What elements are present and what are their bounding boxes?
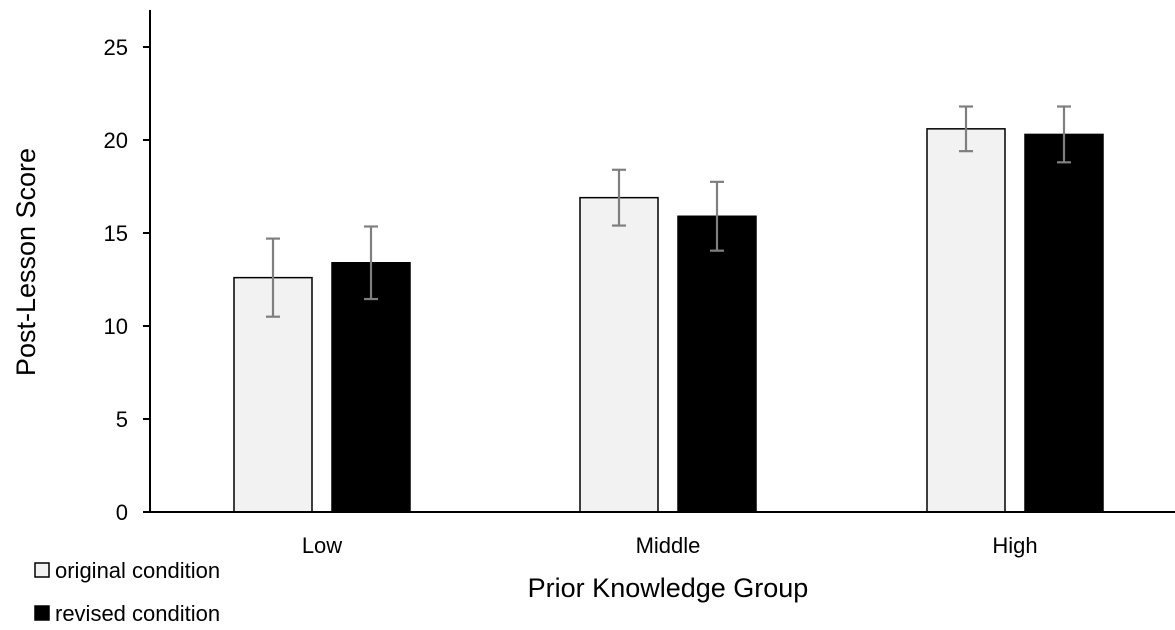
error-bar xyxy=(364,225,378,301)
x-tick-label: Low xyxy=(302,533,342,558)
axes xyxy=(149,10,1175,513)
legend-swatch-original xyxy=(34,562,50,578)
y-tick-label: 10 xyxy=(104,314,128,339)
legend-swatch-revised xyxy=(34,605,50,621)
y-tick-label: 25 xyxy=(104,35,128,60)
legend: original condition revised condition xyxy=(34,558,220,626)
error-bar xyxy=(612,168,626,227)
y-tick-label: 5 xyxy=(116,407,128,432)
y-tick-label: 15 xyxy=(104,221,128,246)
bar-low-revised xyxy=(331,262,411,513)
error-bar xyxy=(266,237,280,318)
bar-high-revised xyxy=(1024,133,1104,513)
x-tick-label: Middle xyxy=(636,533,701,558)
x-axis-title: Prior Knowledge Group xyxy=(528,573,809,603)
y-tick-label: 20 xyxy=(104,128,128,153)
error-bars xyxy=(266,105,1071,318)
y-tick-label: 0 xyxy=(116,500,128,525)
error-bar xyxy=(959,105,973,153)
legend-label-original: original condition xyxy=(55,558,220,583)
x-tick-label: High xyxy=(992,533,1037,558)
y-axis-ticks: 0 5 10 15 20 25 xyxy=(104,35,150,525)
error-bar xyxy=(1057,105,1071,164)
error-bar xyxy=(710,180,724,252)
bar-middle-original xyxy=(579,196,659,513)
bar-middle-revised xyxy=(677,215,757,513)
bar-high-original xyxy=(926,128,1006,513)
x-axis-tick-labels: Low Middle High xyxy=(302,533,1038,558)
y-axis-title: Post-Lesson Score xyxy=(11,148,41,376)
bars xyxy=(233,128,1104,513)
legend-label-revised: revised condition xyxy=(55,601,220,625)
